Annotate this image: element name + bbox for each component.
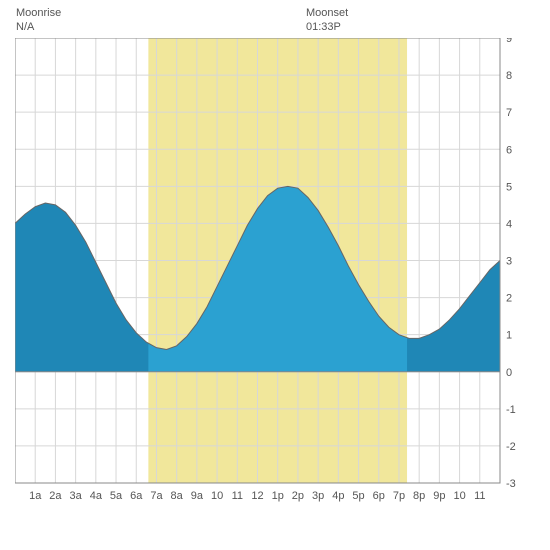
svg-text:6a: 6a — [130, 490, 143, 502]
svg-text:2: 2 — [506, 293, 512, 305]
svg-text:6: 6 — [506, 144, 512, 156]
tide-chart: -3-2-101234567891a2a3a4a5a6a7a8a9a101112… — [15, 38, 520, 508]
svg-text:9a: 9a — [191, 490, 204, 502]
svg-text:3: 3 — [506, 256, 512, 268]
svg-text:5a: 5a — [110, 490, 123, 502]
moonset-block: Moonset 01:33P — [306, 6, 348, 35]
svg-text:2p: 2p — [292, 490, 304, 502]
svg-text:6p: 6p — [373, 490, 385, 502]
moonset-value: 01:33P — [306, 20, 348, 34]
svg-text:4p: 4p — [332, 490, 344, 502]
svg-text:5p: 5p — [352, 490, 364, 502]
svg-text:4a: 4a — [90, 490, 103, 502]
svg-text:10: 10 — [211, 490, 223, 502]
svg-text:7a: 7a — [150, 490, 163, 502]
svg-text:1: 1 — [506, 330, 512, 342]
chart-svg: -3-2-101234567891a2a3a4a5a6a7a8a9a101112… — [15, 38, 520, 508]
svg-text:11: 11 — [474, 490, 485, 502]
svg-text:1a: 1a — [29, 490, 42, 502]
svg-text:10: 10 — [453, 490, 465, 502]
moonrise-label: Moonrise — [16, 6, 61, 20]
svg-text:-1: -1 — [506, 404, 516, 416]
svg-text:-2: -2 — [506, 441, 516, 453]
moonrise-block: Moonrise N/A — [16, 6, 61, 35]
svg-text:7p: 7p — [393, 490, 405, 502]
moonset-label: Moonset — [306, 6, 348, 20]
svg-text:9p: 9p — [433, 490, 445, 502]
svg-text:12: 12 — [251, 490, 263, 502]
svg-text:8: 8 — [506, 70, 512, 82]
svg-text:11: 11 — [232, 490, 243, 502]
svg-text:8a: 8a — [171, 490, 184, 502]
moonrise-value: N/A — [16, 20, 61, 34]
svg-text:4: 4 — [506, 218, 512, 230]
svg-text:2a: 2a — [49, 490, 62, 502]
svg-text:0: 0 — [506, 367, 512, 379]
svg-text:3a: 3a — [70, 490, 83, 502]
svg-text:5: 5 — [506, 181, 512, 193]
svg-text:7: 7 — [506, 107, 512, 119]
svg-text:-3: -3 — [506, 478, 516, 490]
svg-text:9: 9 — [506, 38, 512, 45]
svg-text:1p: 1p — [272, 490, 284, 502]
svg-text:8p: 8p — [413, 490, 425, 502]
svg-text:3p: 3p — [312, 490, 324, 502]
